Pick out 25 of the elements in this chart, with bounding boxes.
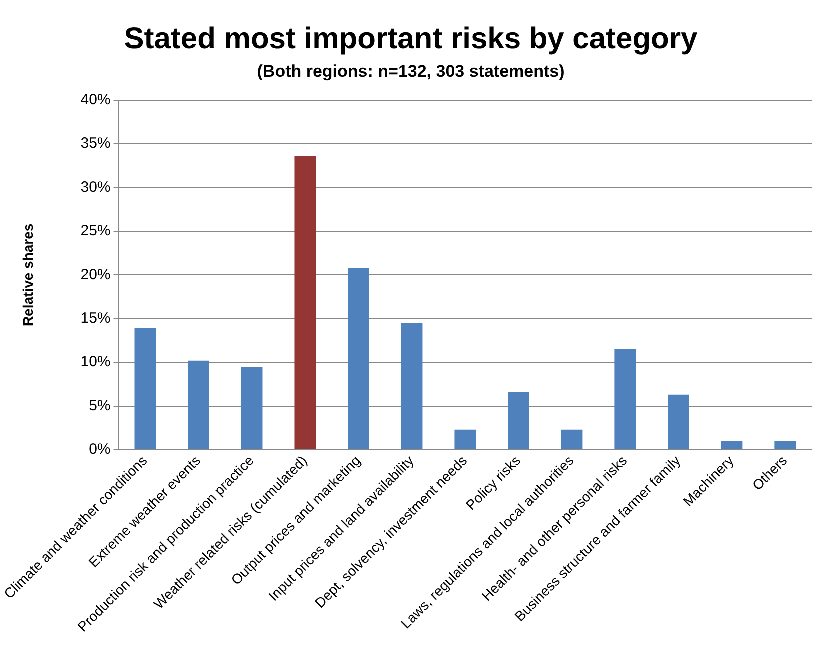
bar (668, 394, 690, 450)
bar (721, 441, 743, 450)
y-tick-label: 30% (80, 178, 111, 196)
bar (508, 392, 530, 450)
y-tick-label: 20% (80, 266, 111, 284)
bar (188, 360, 210, 450)
bar (294, 156, 316, 450)
bar (561, 430, 583, 450)
y-axis-title: Relative shares (20, 224, 36, 327)
bar (454, 430, 476, 450)
bar (134, 328, 156, 450)
chart-subtitle: (Both regions: n=132, 303 statements) (257, 62, 565, 81)
y-tick-label: 5% (89, 397, 111, 414)
y-tick-label: 40% (80, 92, 111, 109)
bar (241, 366, 263, 450)
y-tick-label: 25% (80, 222, 111, 240)
chart-title: Stated most important risks by category (124, 22, 698, 56)
bar (401, 323, 423, 450)
bar (614, 349, 636, 450)
y-tick-label: 0% (89, 441, 111, 458)
y-tick-label: 35% (80, 135, 111, 152)
bar (348, 268, 370, 450)
y-tick-label: 10% (80, 354, 111, 371)
bar (774, 441, 796, 450)
y-tick-label: 15% (80, 310, 111, 328)
